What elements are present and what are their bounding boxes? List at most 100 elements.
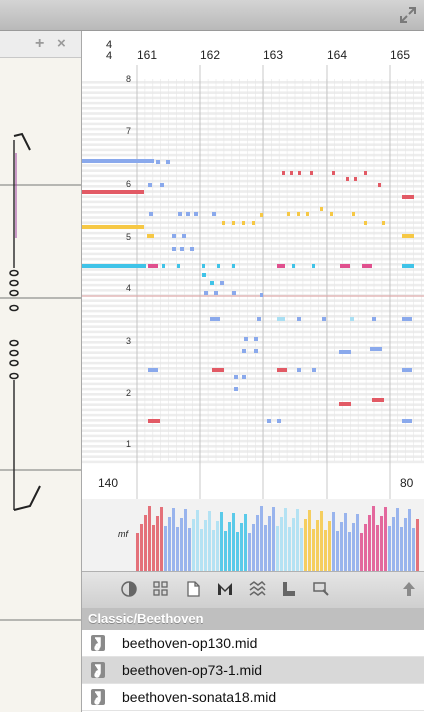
note bbox=[160, 183, 164, 187]
tempo-start-value: 140 bbox=[98, 476, 119, 490]
key-stripe bbox=[82, 117, 424, 120]
velocity-bar bbox=[408, 509, 411, 571]
note bbox=[220, 281, 224, 285]
chart-icon[interactable] bbox=[280, 580, 298, 598]
key-stripe bbox=[82, 195, 424, 198]
note bbox=[277, 419, 281, 423]
note bbox=[382, 221, 385, 225]
file-name: beethoven-op73-1.mid bbox=[122, 662, 263, 678]
note bbox=[178, 212, 182, 216]
key-stripe bbox=[82, 393, 424, 396]
note bbox=[82, 225, 144, 229]
time-signature: 4 4 bbox=[105, 39, 113, 62]
magnify-icon[interactable] bbox=[312, 580, 330, 598]
velocity-bar bbox=[220, 512, 223, 571]
fullscreen-icon[interactable] bbox=[398, 5, 418, 25]
sheet-music-image bbox=[0, 58, 81, 712]
key-stripe bbox=[82, 330, 424, 334]
m-logo-icon[interactable] bbox=[216, 580, 234, 598]
midi-file-icon bbox=[91, 662, 105, 678]
note bbox=[312, 264, 315, 268]
velocity-bar bbox=[148, 506, 151, 571]
note bbox=[212, 212, 216, 216]
waves-icon[interactable] bbox=[248, 580, 266, 598]
note bbox=[148, 183, 152, 187]
note bbox=[297, 212, 300, 216]
key-stripe bbox=[82, 179, 424, 183]
note bbox=[186, 212, 190, 216]
key-stripe bbox=[82, 138, 424, 141]
key-stripe bbox=[82, 257, 424, 261]
velocity-bar bbox=[136, 533, 139, 571]
note bbox=[252, 221, 255, 225]
key-stripe bbox=[82, 455, 424, 458]
note bbox=[257, 317, 261, 321]
key-stripe bbox=[82, 315, 424, 318]
piano-roll[interactable]: 4 4 161 162 163 164 165 8 7 6 5 4 3 2 1 … bbox=[82, 31, 424, 571]
key-stripe bbox=[82, 231, 424, 235]
octave-label-3: 3 bbox=[126, 336, 132, 346]
contrast-icon[interactable] bbox=[120, 580, 138, 598]
bar-number-161: 161 bbox=[137, 48, 158, 62]
key-stripe bbox=[82, 351, 424, 354]
window-titlebar bbox=[0, 0, 424, 31]
octave-label-8: 8 bbox=[126, 74, 132, 84]
page-icon[interactable] bbox=[184, 580, 202, 598]
velocity-bar bbox=[364, 524, 367, 571]
bar-number-162: 162 bbox=[200, 48, 221, 62]
key-stripe bbox=[82, 398, 424, 401]
velocity-bar bbox=[360, 533, 363, 571]
score-pane: + × bbox=[0, 31, 82, 712]
key-stripe bbox=[82, 403, 424, 406]
velocity-bar bbox=[140, 524, 143, 571]
grid-icon[interactable] bbox=[152, 580, 170, 598]
key-stripe bbox=[82, 289, 424, 292]
velocity-bar bbox=[400, 527, 403, 571]
add-icon[interactable]: + bbox=[35, 35, 45, 52]
velocity-bar bbox=[268, 516, 271, 571]
key-stripe bbox=[82, 387, 424, 391]
octave-label-4: 4 bbox=[126, 283, 132, 293]
velocity-bar bbox=[232, 513, 235, 571]
file-row-op73-1[interactable]: beethoven-op73-1.mid bbox=[82, 657, 424, 684]
file-row-sonata18[interactable]: beethoven-sonata18.mid bbox=[82, 684, 424, 711]
velocity-bar bbox=[416, 519, 419, 571]
key-stripe bbox=[82, 127, 424, 131]
note-grid[interactable] bbox=[82, 31, 424, 571]
velocity-bar bbox=[312, 529, 315, 571]
key-stripe bbox=[82, 101, 424, 105]
key-stripe bbox=[82, 153, 424, 157]
file-name: beethoven-op130.mid bbox=[122, 635, 258, 651]
key-stripe bbox=[82, 408, 424, 412]
upload-arrow-icon[interactable] bbox=[400, 580, 418, 598]
key-stripe bbox=[82, 356, 424, 360]
note bbox=[402, 317, 412, 321]
note bbox=[202, 273, 206, 277]
velocity-bar bbox=[204, 520, 207, 571]
note bbox=[82, 159, 154, 163]
key-stripe bbox=[82, 268, 424, 271]
key-stripe bbox=[82, 434, 424, 438]
note bbox=[254, 337, 258, 341]
key-stripe bbox=[82, 382, 424, 386]
key-stripe bbox=[82, 237, 424, 240]
velocity-bar bbox=[228, 522, 231, 571]
note bbox=[172, 234, 176, 238]
velocity-bar bbox=[396, 508, 399, 571]
note bbox=[322, 317, 326, 321]
key-stripe bbox=[82, 205, 424, 209]
file-row-op130[interactable]: beethoven-op130.mid bbox=[82, 630, 424, 657]
key-stripe bbox=[82, 439, 424, 443]
velocity-bar bbox=[372, 506, 375, 571]
dynamic-marking: mf bbox=[118, 529, 128, 539]
key-stripe bbox=[82, 96, 424, 100]
note bbox=[242, 349, 246, 353]
velocity-bar bbox=[388, 526, 391, 571]
note bbox=[330, 212, 333, 216]
velocity-bar bbox=[200, 529, 203, 571]
velocity-bar bbox=[168, 517, 171, 571]
note bbox=[214, 291, 218, 295]
close-icon[interactable]: × bbox=[57, 35, 66, 52]
velocity-bar bbox=[348, 532, 351, 571]
velocity-bar bbox=[332, 512, 335, 571]
